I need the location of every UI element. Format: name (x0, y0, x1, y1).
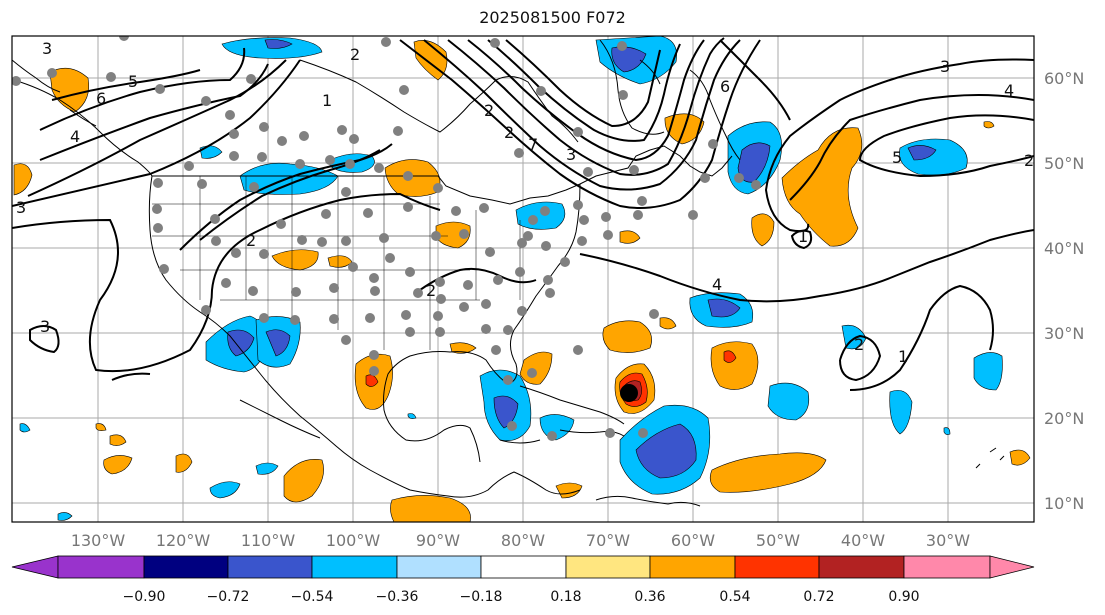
contour-label: 3 (566, 145, 576, 164)
contour-label: 3 (40, 317, 50, 336)
colorbar (11, 555, 1035, 579)
colorbar-bin (227, 555, 313, 579)
storm-center-marker (620, 384, 638, 402)
contour-label: 3 (42, 39, 52, 58)
contour-label: 1 (798, 227, 808, 246)
colorbar-tick-label: 0.36 (634, 589, 665, 605)
longitude-label: 130°W (71, 531, 126, 550)
longitude-label: 40°W (841, 531, 885, 550)
colorbar-tick-label: −0.54 (291, 589, 334, 605)
colorbar-bin (480, 555, 567, 579)
colorbar-tick-label: −0.90 (123, 589, 166, 605)
colorbar-bin (143, 555, 229, 579)
colorbar-tick-labels: −0.90 −0.72 −0.54 −0.36 −0.18 0.18 0.36 … (123, 589, 920, 605)
latitude-label: 50°N (1044, 154, 1084, 173)
longitude-label: 60°W (671, 531, 715, 550)
colorbar-tick-label: −0.72 (207, 589, 250, 605)
contour-label: 4 (1004, 81, 1014, 100)
contour-label: 6 (96, 89, 106, 108)
contour-label: 2 (246, 231, 256, 250)
contour-label: 6 (720, 77, 730, 96)
contour-label: 2 (1024, 151, 1034, 170)
latitude-label: 20°N (1044, 409, 1084, 428)
colorbar-tick-label: 0.72 (803, 589, 834, 605)
colorbar-tick-label: 0.18 (550, 589, 581, 605)
contour-label: 5 (892, 148, 902, 167)
longitude-labels: 130°W 120°W 110°W 100°W 90°W 80°W 70°W 6… (71, 531, 970, 550)
longitude-label: 30°W (926, 531, 970, 550)
colorbar-bin (649, 555, 736, 579)
latitude-labels: 60°N 50°N 40°N 30°N 20°N 10°N (1044, 69, 1084, 513)
longitude-label: 90°W (416, 531, 460, 550)
map-title: 2025081500 F072 (479, 8, 626, 27)
longitude-label: 110°W (241, 531, 296, 550)
map-frame (11, 35, 1035, 523)
contour-label: 1 (322, 91, 332, 110)
colorbar-tick-label: −0.36 (376, 589, 419, 605)
colorbar-tick-label: 0.54 (719, 589, 750, 605)
latitude-label: 60°N (1044, 69, 1084, 88)
contour-label: 2 (350, 45, 360, 64)
contour-label: 3 (940, 57, 950, 76)
colorbar-bin (989, 555, 1035, 579)
colorbar-bin (396, 555, 482, 579)
contour-value-labels: 3 5 6 4 3 2 1 2 3 2 7 6 5 4 3 2 1 4 3 2 … (16, 39, 1034, 366)
colorbar-tick-label: −0.18 (460, 589, 503, 605)
contour-label: 7 (528, 135, 538, 154)
colorbar-bin (565, 555, 651, 579)
colorbar-bin (818, 555, 905, 579)
colorbar-bin (903, 555, 991, 579)
latitude-label: 30°N (1044, 324, 1084, 343)
contour-label: 2 (854, 335, 864, 354)
contour-label: 2 (426, 281, 436, 300)
contour-label: 2 (484, 101, 494, 120)
colorbar-bin (311, 555, 398, 579)
contour-label: 3 (16, 198, 26, 217)
longitude-label: 80°W (501, 531, 545, 550)
coastlines-and-borders (12, 39, 1005, 507)
positive-anomaly-shading (13, 40, 1031, 522)
colorbar-bin (734, 555, 820, 579)
latitude-label: 10°N (1044, 494, 1084, 513)
colorbar-bin (57, 555, 145, 579)
contour-label: 4 (712, 275, 722, 294)
longitude-label: 50°W (756, 531, 800, 550)
contour-label: 2 (504, 123, 514, 142)
station-markers (12, 36, 761, 441)
colorbar-bin (11, 555, 59, 579)
latitude-label: 40°N (1044, 239, 1084, 258)
contour-label: 4 (70, 127, 80, 146)
colorbar-tick-label: 0.90 (888, 589, 919, 605)
contour-lines (12, 37, 1034, 391)
longitude-label: 120°W (156, 531, 211, 550)
longitude-label: 100°W (326, 531, 381, 550)
longitude-label: 70°W (586, 531, 630, 550)
contour-label: 5 (128, 72, 138, 91)
contour-label: 1 (898, 347, 908, 366)
